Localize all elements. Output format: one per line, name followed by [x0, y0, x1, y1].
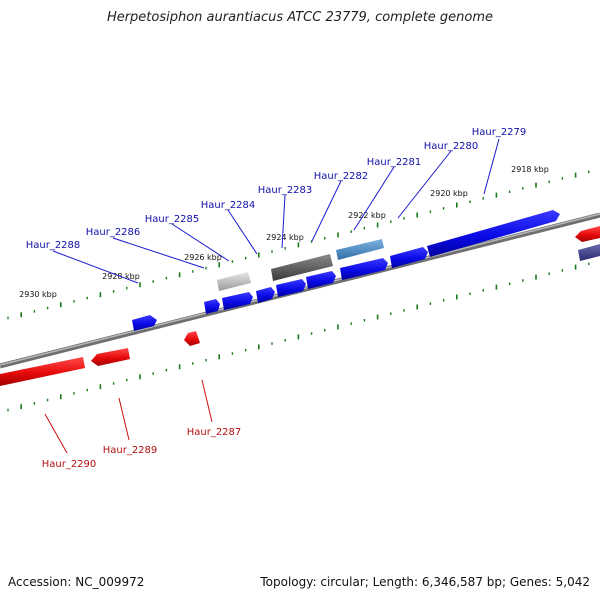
kbp-label: 2920 kbp [430, 189, 468, 198]
gene-arrow-haur-2285b[interactable] [222, 292, 253, 310]
gene-label-haur-2280[interactable]: Haur_2280 [424, 141, 479, 152]
gene-arrow-edge-red[interactable] [575, 226, 600, 242]
kbp-label: 2922 kbp [348, 211, 386, 220]
gene-label-haur-2281[interactable]: Haur_2281 [367, 157, 422, 168]
accession-text: Accession: NC_009972 [8, 575, 145, 589]
bottom-leader-lines [44, 379, 213, 454]
gene-arrow-haur-2289[interactable] [91, 348, 130, 366]
leader-line-haur-2284 [227, 209, 258, 255]
kbp-label: 2918 kbp [511, 165, 549, 174]
leader-line-haur-2290 [44, 413, 68, 454]
gene-arrow-haur-2290[interactable] [0, 357, 85, 386]
gene-label-haur-2285[interactable]: Haur_2285 [145, 214, 200, 225]
leader-line-haur-2282 [311, 180, 342, 242]
gene-arrow-haur-2283b[interactable] [276, 279, 306, 297]
gene-arrow-haur-2281[interactable] [336, 239, 384, 260]
gene-arrow-haur-2286[interactable] [204, 299, 220, 314]
leader-line-haur-2288 [52, 250, 139, 284]
top-gene-labels: Haur_2279 Haur_2280 Haur_2281 Haur_2282 … [26, 127, 527, 251]
gene-arrow-haur-2283[interactable] [306, 271, 336, 289]
gene-arrow-haur-2287[interactable] [184, 331, 200, 346]
kbp-label: 2930 kbp [19, 290, 57, 299]
gene-arrow-haur-2285[interactable] [256, 287, 275, 303]
gene-label-haur-2284[interactable]: Haur_2284 [201, 200, 256, 211]
gene-label-haur-2289[interactable]: Haur_2289 [103, 445, 158, 456]
leader-line-haur-2280 [397, 150, 452, 219]
kbp-label: 2926 kbp [184, 253, 222, 262]
gene-label-haur-2283[interactable]: Haur_2283 [258, 185, 313, 196]
genome-title: Herpetosiphon aurantiacus ATCC 23779, co… [106, 10, 494, 25]
gene-arrow-edge-purple[interactable] [578, 244, 600, 261]
forward-genes [132, 210, 600, 331]
genome-summary-text: Topology: circular; Length: 6,346,587 bp… [260, 575, 590, 589]
kbp-label: 2924 kbp [266, 233, 304, 242]
reverse-genes [0, 226, 600, 386]
leader-line-haur-2283 [281, 194, 286, 249]
gene-label-haur-2288[interactable]: Haur_2288 [26, 240, 81, 251]
top-leader-lines [52, 138, 500, 284]
leader-line-haur-2285 [171, 223, 230, 262]
gene-arrow-haur-2280[interactable] [390, 247, 428, 268]
leader-line-haur-2279 [483, 138, 500, 195]
gene-label-haur-2290[interactable]: Haur_2290 [42, 459, 97, 470]
gene-arrow-haur-2288[interactable] [132, 315, 157, 331]
leader-line-haur-2289 [118, 397, 130, 441]
gene-arrow-haur-2284[interactable] [217, 272, 251, 291]
gene-label-haur-2282[interactable]: Haur_2282 [314, 171, 369, 182]
gene-label-haur-2286[interactable]: Haur_2286 [86, 227, 141, 238]
gene-arrow-haur-2282[interactable] [271, 254, 333, 281]
leader-line-haur-2286 [112, 237, 205, 269]
leader-line-haur-2287 [201, 379, 213, 423]
gene-label-haur-2287[interactable]: Haur_2287 [187, 427, 242, 438]
leader-line-haur-2281 [353, 166, 395, 231]
tick-tracks [7, 170, 590, 412]
gene-arrow-haur-2279[interactable] [427, 210, 560, 257]
gene-label-haur-2279[interactable]: Haur_2279 [472, 127, 527, 138]
bottom-gene-labels: Haur_2287 Haur_2289 Haur_2290 [42, 427, 242, 470]
gene-arrow-haur-2281b[interactable] [340, 258, 388, 280]
